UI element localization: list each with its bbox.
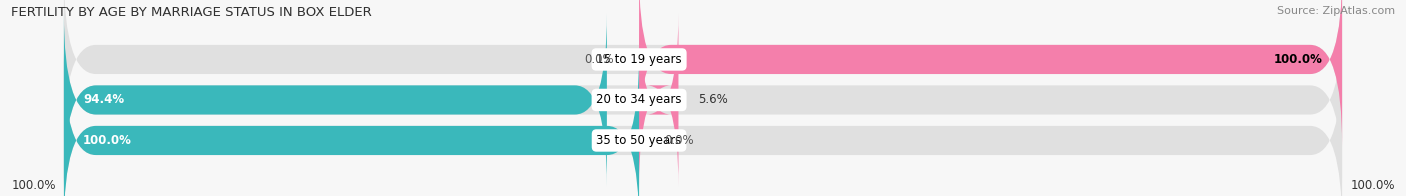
Text: 100.0%: 100.0%: [1274, 53, 1323, 66]
Text: 15 to 19 years: 15 to 19 years: [596, 53, 682, 66]
FancyBboxPatch shape: [640, 13, 679, 187]
Text: 20 to 34 years: 20 to 34 years: [596, 93, 682, 106]
Text: 100.0%: 100.0%: [83, 134, 132, 147]
Text: 94.4%: 94.4%: [83, 93, 124, 106]
FancyBboxPatch shape: [63, 54, 640, 196]
FancyBboxPatch shape: [63, 13, 607, 187]
Text: 100.0%: 100.0%: [1350, 179, 1395, 192]
Text: 35 to 50 years: 35 to 50 years: [596, 134, 682, 147]
Text: FERTILITY BY AGE BY MARRIAGE STATUS IN BOX ELDER: FERTILITY BY AGE BY MARRIAGE STATUS IN B…: [11, 6, 373, 19]
Text: 5.6%: 5.6%: [697, 93, 727, 106]
Text: 0.0%: 0.0%: [665, 134, 695, 147]
Text: 100.0%: 100.0%: [11, 179, 56, 192]
Text: Source: ZipAtlas.com: Source: ZipAtlas.com: [1277, 6, 1395, 16]
FancyBboxPatch shape: [640, 0, 1343, 146]
FancyBboxPatch shape: [63, 0, 1343, 146]
FancyBboxPatch shape: [63, 13, 1343, 187]
Text: 0.0%: 0.0%: [583, 53, 613, 66]
FancyBboxPatch shape: [63, 54, 1343, 196]
